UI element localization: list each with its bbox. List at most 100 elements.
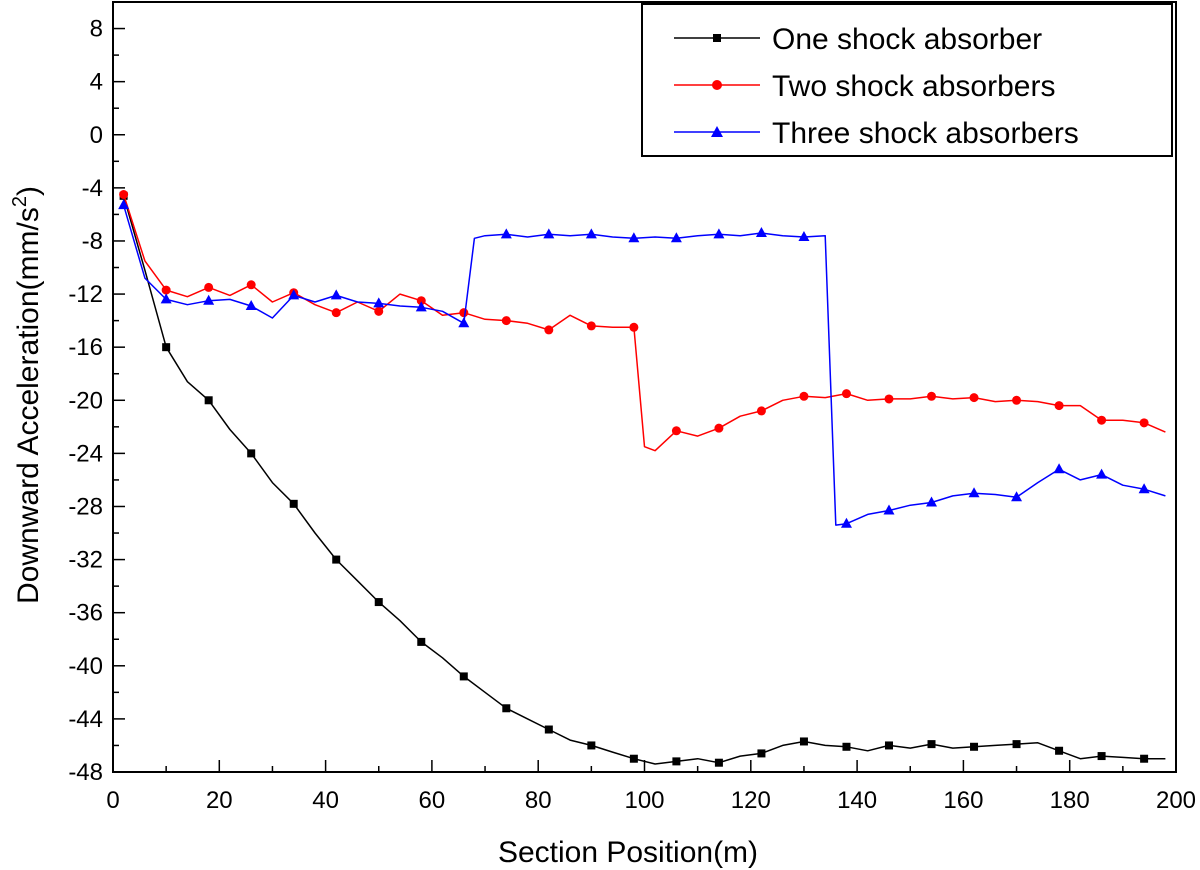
y-tick-label: -44 [68,706,103,733]
data-point [1096,468,1108,479]
data-point [1097,752,1106,761]
data-point [1053,463,1065,474]
data-point [160,293,172,304]
x-tick-label: 100 [624,787,664,814]
data-point [417,637,426,646]
y-tick-label: -36 [68,600,103,627]
series-1 [119,191,1166,767]
y-tick-label: -24 [68,440,103,467]
data-point [330,289,342,300]
data-point [373,297,385,308]
series-line-3 [122,204,1166,526]
data-point [798,230,810,241]
legend-marker-three-shock-absorbers [711,126,723,137]
data-point [204,282,214,292]
data-point [884,741,893,750]
data-point [1012,395,1022,405]
legend-entry-two-shock-absorbers: Two shock absorbers [674,70,1055,103]
data-point [544,325,554,335]
data-point [757,749,766,758]
data-point [968,487,980,498]
series-line-1 [122,195,1166,765]
data-point [332,555,341,564]
data-point [926,496,938,507]
y-tick-label: -28 [68,493,103,520]
y-axis-title-superscript: 2 [9,196,31,207]
y-tick-label: -8 [82,228,103,255]
data-point [969,393,979,403]
data-point [203,294,215,305]
data-point [883,504,895,515]
x-tick-label: 120 [731,787,771,814]
data-point [162,343,171,352]
y-tick-label: -40 [68,653,103,680]
x-tick-label: 180 [1050,787,1090,814]
x-tick-label: 0 [106,787,119,814]
y-tick-label: -32 [68,547,103,574]
data-point [118,199,130,210]
y-tick-label: -16 [68,334,103,361]
data-point [458,317,470,328]
y-tick-label: 0 [90,122,103,149]
data-point [755,227,767,237]
data-point [670,232,682,243]
y-tick-label: -4 [82,175,103,202]
data-point [247,449,256,458]
data-point [119,190,129,199]
data-point [927,740,936,749]
data-point [927,391,937,401]
series-line-2 [122,194,1166,452]
x-tick-label: 60 [419,787,446,814]
x-tick-label: 80 [525,787,552,814]
x-tick-label: 200 [1156,787,1196,814]
data-point [1138,483,1150,494]
data-point [289,499,298,508]
data-point [1097,415,1107,425]
data-point [713,228,725,239]
data-point [415,301,427,312]
legend-box [641,3,1173,157]
y-axis-title-suffix: ) [12,186,45,196]
legend-entry-three-shock-absorbers: Three shock absorbers [674,117,1079,150]
data-point [502,704,511,713]
data-point [1054,401,1064,411]
data-point [970,742,979,751]
data-point [500,228,512,239]
legend-entry-one-shock-absorber: One shock absorber [674,23,1042,56]
data-point [246,280,256,290]
y-tick-label: -48 [68,759,103,786]
data-point [1140,754,1149,763]
data-point [840,517,852,528]
data-point [374,306,384,316]
tick-labels: 0 20 40 60 80 100 120 140 160 180 200840-4-8-12-16… [68,16,1196,814]
data-point [586,321,596,331]
y-tick-label: 4 [90,69,103,96]
data-point [756,406,766,416]
axis-ticks [112,1,1177,773]
series-3 [118,199,1166,528]
legend-label-three-shock-absorbers: Three shock absorbers [772,117,1079,150]
x-tick-label: 40 [312,787,339,814]
data-point [544,725,553,734]
y-tick-label: 8 [90,16,103,43]
data-point [374,598,383,607]
data-point [884,394,894,404]
data-point [714,423,724,433]
data-point [672,757,681,766]
data-point [629,754,638,763]
data-point [1139,418,1149,428]
data-point [841,389,851,399]
data-point [459,308,469,318]
data-point [629,322,639,332]
data-point [1011,491,1023,502]
data-point [459,672,468,681]
y-tick-label: -20 [68,387,103,414]
x-tick-label: 140 [837,787,877,814]
data-point [1012,740,1021,749]
data-point [799,391,809,401]
data-point [161,285,171,295]
data-point [585,228,597,239]
legend-label-two-shock-absorbers: Two shock absorbers [772,70,1055,103]
y-axis-title-main: Downward Acceleration(mm/s [12,207,45,604]
